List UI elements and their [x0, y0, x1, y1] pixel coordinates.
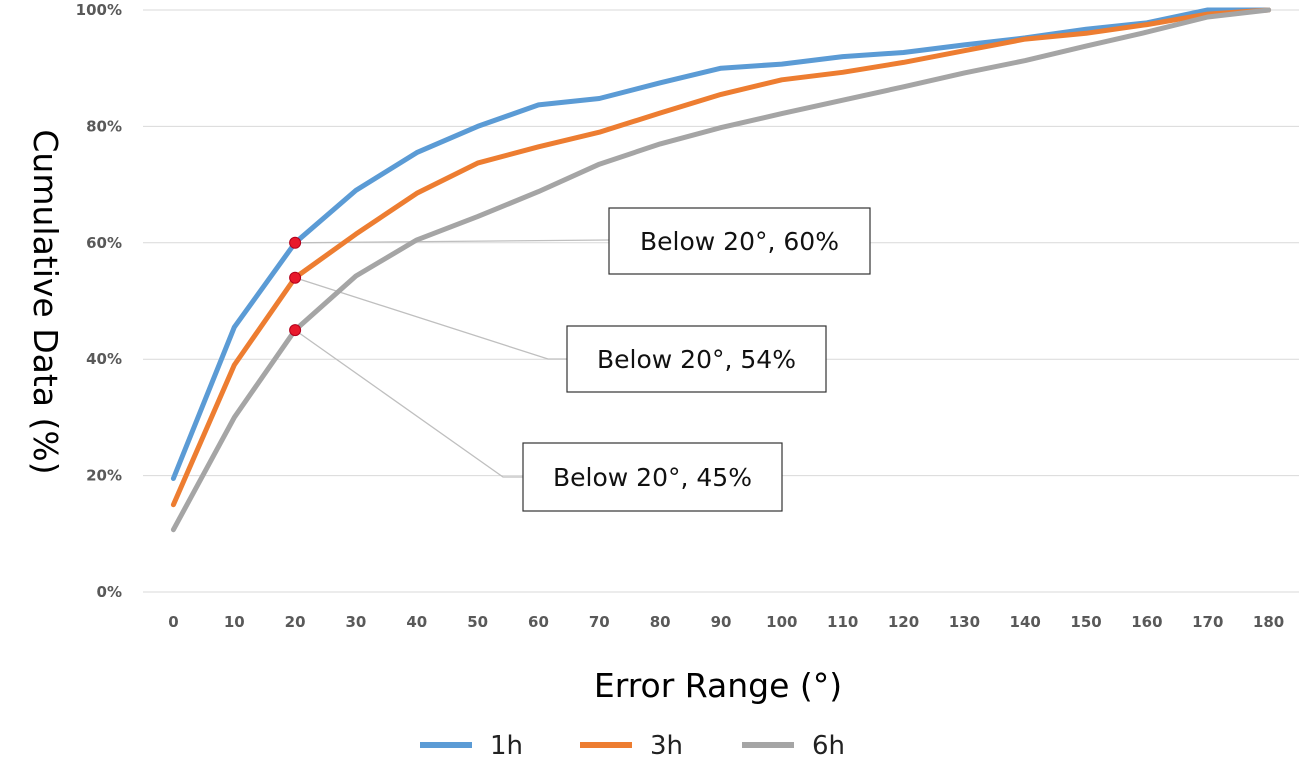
- x-tick-label: 20: [285, 613, 306, 631]
- callout-text: Below 20°, 45%: [553, 463, 752, 492]
- legend: 1h 3h 6h: [420, 731, 845, 761]
- x-tick-label: 180: [1253, 613, 1284, 631]
- x-tick-label: 60: [528, 613, 549, 631]
- series-line-1h: [170, 7, 1272, 481]
- annotation-callout: Below 20°, 45%: [522, 442, 783, 512]
- annotation-leader: [294, 329, 523, 478]
- x-axis-ticks: 0 10 20 30 40 50 60 70 80 90 100 110 120 130 140 150 160…: [168, 613, 1284, 631]
- x-tick-label: 70: [589, 613, 610, 631]
- annotation-callout: Below 20°, 54%: [566, 325, 827, 393]
- legend-item-6h: 6h: [742, 731, 845, 761]
- x-tick-label: 150: [1070, 613, 1101, 631]
- annotation-callout: Below 20°, 60%: [608, 207, 871, 275]
- y-tick-label: 80%: [86, 117, 122, 135]
- x-tick-label: 50: [467, 613, 488, 631]
- x-tick-label: 130: [949, 613, 980, 631]
- annotation-leader: [294, 277, 567, 360]
- legend-item-3h: 3h: [580, 731, 683, 761]
- x-axis-title: Error Range (°): [594, 666, 842, 705]
- callout-box: [566, 325, 827, 393]
- x-tick-label: 170: [1192, 613, 1223, 631]
- callout-text: Below 20°, 54%: [597, 345, 796, 374]
- x-tick-label: 140: [1010, 613, 1041, 631]
- x-tick-label: 80: [650, 613, 671, 631]
- legend-label: 3h: [650, 731, 683, 761]
- x-tick-label: 30: [346, 613, 367, 631]
- x-tick-label: 120: [888, 613, 919, 631]
- y-axis-ticks: 0% 20% 40% 60% 80% 100%: [76, 1, 122, 601]
- x-tick-label: 160: [1131, 613, 1162, 631]
- callout-box: [608, 207, 871, 275]
- annotation-callouts: Below 20°, 60% Below 20°, 54% Below 20°, 4…: [522, 207, 871, 512]
- y-tick-label: 100%: [76, 1, 122, 19]
- y-tick-label: 20%: [86, 467, 122, 485]
- legend-label: 6h: [812, 731, 845, 761]
- x-tick-label: 90: [711, 613, 732, 631]
- legend-label: 1h: [490, 731, 523, 761]
- y-tick-label: 40%: [86, 350, 122, 368]
- x-tick-label: 100: [766, 613, 797, 631]
- x-tick-label: 0: [168, 613, 178, 631]
- annotation-marker: [289, 236, 302, 249]
- x-tick-label: 40: [406, 613, 427, 631]
- y-tick-label: 0%: [97, 583, 122, 601]
- annotation-leaders: [294, 239, 610, 478]
- legend-item-1h: 1h: [420, 731, 523, 761]
- callout-box: [522, 442, 783, 512]
- x-tick-label: 110: [827, 613, 858, 631]
- y-axis-title: Cumulative Data (%): [26, 129, 65, 474]
- y-tick-label: 60%: [86, 234, 122, 252]
- series-lines: [170, 7, 1272, 533]
- annotation-markers: [289, 236, 302, 337]
- series-line-3h: [170, 7, 1272, 508]
- annotation-marker: [289, 271, 302, 284]
- callout-text: Below 20°, 60%: [640, 227, 839, 256]
- series-line-6h: [170, 7, 1272, 533]
- x-tick-label: 10: [224, 613, 245, 631]
- annotation-marker: [289, 324, 302, 337]
